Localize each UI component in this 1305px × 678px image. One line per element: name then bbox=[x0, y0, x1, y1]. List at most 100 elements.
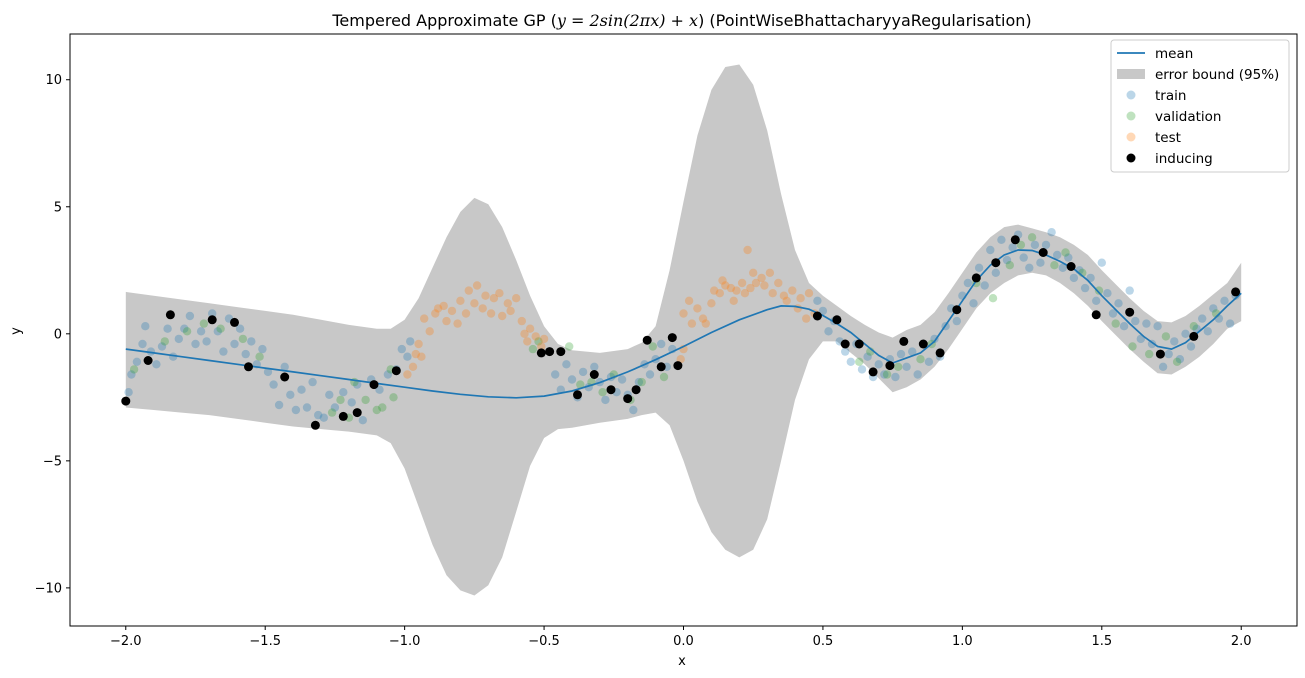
x-axis-label: x bbox=[678, 654, 686, 669]
validation-point bbox=[378, 403, 387, 412]
x-axis-ticks: −2.0 −1.5 −1.0 −0.5 0.0 0.5 1.0 1.5 2.0 bbox=[110, 626, 1252, 649]
validation-point bbox=[216, 324, 225, 333]
test-point bbox=[447, 306, 457, 316]
train-point bbox=[1025, 263, 1034, 272]
train-point bbox=[141, 322, 150, 331]
inducing-point bbox=[606, 385, 616, 395]
inducing-point bbox=[868, 367, 878, 377]
validation-point bbox=[534, 337, 543, 346]
train-point bbox=[280, 362, 289, 371]
inducing-point bbox=[573, 390, 582, 400]
chart-title: Tempered Approximate GP (y = 2sin(2πx) +… bbox=[331, 11, 1031, 30]
inducing-layer bbox=[121, 235, 1241, 430]
x-tick-label: −2.0 bbox=[110, 634, 142, 649]
train-point bbox=[980, 281, 989, 290]
test-point bbox=[523, 337, 532, 346]
validation-point bbox=[988, 294, 998, 303]
validation-point bbox=[160, 337, 169, 346]
train-point bbox=[219, 347, 228, 356]
train-point bbox=[406, 337, 415, 346]
train-point bbox=[991, 268, 1000, 277]
inducing-point bbox=[623, 394, 633, 404]
legend-swatch-inducing bbox=[1126, 153, 1136, 163]
train-point bbox=[1153, 322, 1162, 331]
test-point bbox=[693, 304, 702, 313]
train-point bbox=[297, 385, 306, 394]
train-point bbox=[1170, 337, 1179, 346]
inducing-point bbox=[143, 356, 153, 365]
validation-point bbox=[1145, 349, 1154, 359]
test-point bbox=[796, 294, 805, 303]
title-math: y = 2sin(2πx) + x bbox=[556, 11, 698, 30]
train-point bbox=[397, 344, 406, 354]
train-point bbox=[291, 405, 301, 415]
train-point bbox=[924, 357, 934, 366]
train-point bbox=[1041, 240, 1051, 250]
train-point bbox=[874, 360, 883, 369]
test-point bbox=[456, 296, 465, 305]
validation-point bbox=[182, 327, 192, 336]
train-point bbox=[152, 360, 161, 369]
train-point bbox=[180, 324, 189, 333]
legend: mean error bound (95%) train validation test… bbox=[1110, 39, 1290, 173]
train-point bbox=[325, 390, 334, 399]
train-point bbox=[896, 349, 906, 359]
test-point bbox=[721, 281, 730, 290]
validation-point bbox=[576, 380, 585, 389]
train-point bbox=[202, 337, 211, 346]
inducing-point bbox=[991, 258, 1001, 268]
y-axis-ticks: −10 −5 0 5 10 bbox=[35, 73, 70, 596]
test-point bbox=[802, 314, 811, 323]
inducing-point bbox=[656, 362, 666, 372]
train-point bbox=[403, 352, 412, 361]
inducing-point bbox=[1091, 310, 1101, 320]
validation-point bbox=[361, 395, 370, 405]
inducing-point bbox=[207, 315, 217, 325]
test-point bbox=[537, 342, 546, 351]
train-point bbox=[908, 347, 917, 356]
test-point bbox=[461, 309, 471, 318]
test-point bbox=[431, 309, 440, 318]
legend-label: inducing bbox=[1155, 151, 1213, 167]
train-point bbox=[551, 370, 560, 379]
inducing-point bbox=[1155, 349, 1165, 359]
test-point bbox=[732, 286, 741, 295]
validation-point bbox=[1172, 357, 1182, 366]
train-point bbox=[1131, 316, 1140, 326]
train-point bbox=[974, 263, 984, 272]
x-tick-label: 0.5 bbox=[813, 634, 834, 649]
train-point bbox=[132, 357, 142, 366]
validation-point bbox=[372, 405, 381, 415]
train-point bbox=[846, 357, 855, 366]
train-point bbox=[163, 324, 172, 333]
train-point bbox=[657, 339, 666, 349]
train-point bbox=[1220, 296, 1229, 305]
train-point bbox=[274, 400, 284, 410]
y-tick-label: −5 bbox=[43, 454, 62, 469]
train-point bbox=[185, 311, 195, 321]
test-point bbox=[539, 334, 549, 344]
inducing-point bbox=[1125, 307, 1135, 317]
train-point bbox=[590, 362, 599, 371]
test-point bbox=[453, 319, 462, 328]
inducing-point bbox=[1189, 331, 1199, 341]
test-point bbox=[746, 283, 755, 293]
legend-label: mean bbox=[1155, 46, 1193, 62]
inducing-point bbox=[899, 336, 909, 346]
train-point bbox=[247, 337, 256, 346]
train-point bbox=[191, 339, 200, 349]
train-point bbox=[308, 377, 317, 387]
train-point bbox=[629, 405, 638, 415]
test-point bbox=[425, 327, 434, 336]
test-point bbox=[687, 319, 697, 328]
validation-point bbox=[882, 370, 892, 379]
train-point bbox=[986, 245, 995, 255]
test-point bbox=[751, 278, 761, 288]
test-point bbox=[737, 278, 747, 288]
test-point bbox=[506, 306, 515, 316]
inducing-point bbox=[812, 311, 822, 321]
inducing-point bbox=[280, 372, 290, 382]
train-point bbox=[930, 334, 939, 344]
test-point bbox=[486, 309, 496, 318]
test-point bbox=[710, 286, 719, 295]
